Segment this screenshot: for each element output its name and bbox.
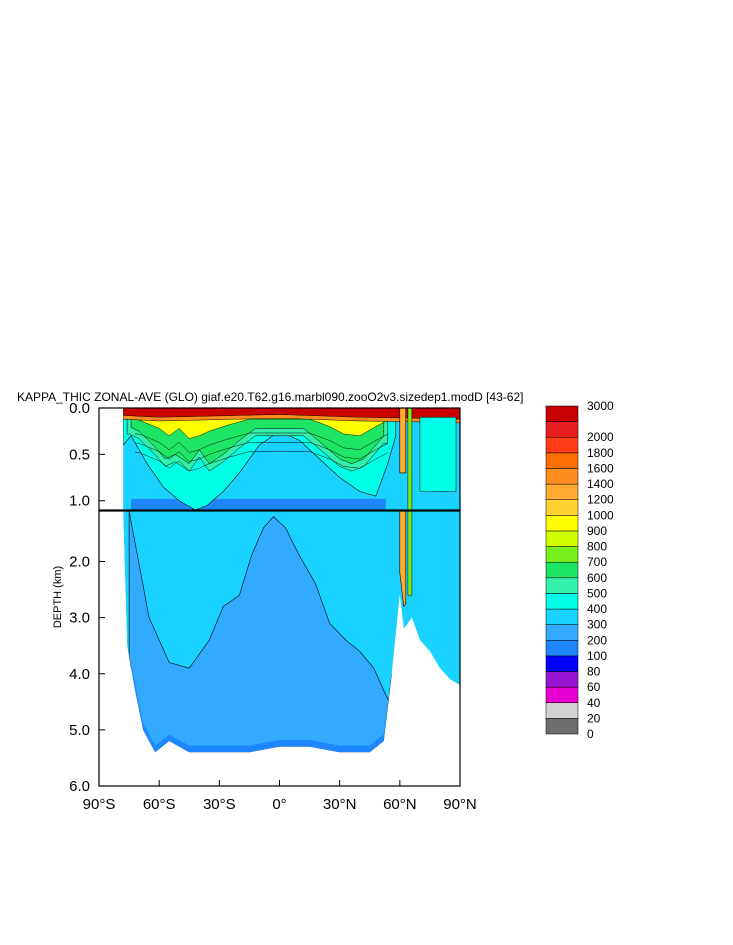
upper-depth-panel (99, 408, 460, 510)
colorbar-label: 700 (587, 555, 607, 569)
colorbar-swatch (545, 593, 579, 610)
colorbar-label: 60 (587, 680, 601, 694)
seafloor-mask (99, 511, 460, 786)
colorbar-swatch (545, 608, 579, 625)
field-arctic-400-500 (419, 417, 457, 492)
y-tick-label: 0.0 (69, 400, 90, 417)
colorbar-label: 900 (587, 524, 607, 538)
y-axis-label: DEPTH (km) (52, 566, 64, 628)
colorbar-label: 0 (587, 727, 594, 741)
colorbar-label: 500 (587, 586, 607, 600)
colorbar-label: 1800 (587, 446, 614, 460)
axes: 90°S 60°S 30°S 0° 30°N 60°N 90°N 0.0 0.5 1.0 2.0 3.… (69, 400, 477, 813)
field-plume-edge-green (407, 408, 413, 510)
colorbar-swatch (545, 515, 579, 532)
colorbar-swatch (545, 718, 579, 735)
field-north-atlantic-plume (399, 511, 407, 608)
x-tick-label: 30°N (323, 796, 357, 813)
chart-title: KAPPA_THIC ZONAL-AVE (GLO) giaf.e20.T62.… (17, 390, 523, 404)
colorbar-label: 1600 (587, 461, 614, 475)
colorbar-label: 3000 (587, 399, 614, 413)
colorbar-label: 80 (587, 665, 601, 679)
contour-line (135, 442, 388, 463)
x-tick-label: 90°N (443, 796, 477, 813)
colorbar-swatch (545, 405, 579, 422)
colorbar-label: 400 (587, 602, 607, 616)
colorbar-swatch (545, 421, 579, 438)
y-tick-label: 2.0 (69, 554, 90, 571)
colorbar-label: 600 (587, 571, 607, 585)
field-north-atlantic-plume (399, 408, 407, 474)
colorbar-swatch (545, 640, 579, 657)
contour-line (135, 432, 388, 453)
contour-line (135, 451, 388, 472)
x-tick-label: 60°N (383, 796, 417, 813)
x-tick-label: 0° (272, 796, 286, 813)
colorbar-swatch (545, 452, 579, 469)
colorbar-swatch (545, 546, 579, 563)
field-100-200 (131, 498, 386, 510)
colorbar-swatch (545, 655, 579, 672)
antarctica-mask (99, 511, 124, 786)
field-2000-3000 (122, 408, 460, 420)
antarctica-mask (99, 408, 124, 510)
colorbar-swatch (545, 671, 579, 688)
y-tick-label: 5.0 (69, 722, 90, 739)
colorbar-label: 200 (587, 633, 607, 647)
colorbar-label: 20 (587, 711, 601, 725)
colorbar-label: 1000 (587, 508, 614, 522)
colorbar-swatch (545, 436, 579, 454)
colorbar-swatch (545, 624, 579, 641)
colorbar-label: 300 (587, 618, 607, 632)
colorbar-swatch (545, 702, 579, 719)
colorbar-label: 100 (587, 649, 607, 663)
y-tick-label: 6.0 (69, 778, 90, 795)
lower-depth-panel (99, 511, 460, 786)
colorbar-label: 40 (587, 696, 601, 710)
field-plume-edge-green (407, 511, 413, 596)
colorbar-swatch (545, 561, 579, 579)
colorbar-label: 800 (587, 540, 607, 554)
upper-panel-frame (98, 407, 461, 511)
y-tick-label: 0.5 (69, 446, 90, 463)
y-tick-label: 3.0 (69, 610, 90, 627)
x-tick-label: 30°S (203, 796, 236, 813)
colorbar-swatch (545, 499, 579, 516)
colorbar-swatch (545, 483, 579, 500)
x-tick-label: 60°S (143, 796, 176, 813)
y-tick-label: 1.0 (69, 493, 90, 510)
colorbar-swatch (545, 530, 579, 547)
colorbar-label: 1400 (587, 477, 614, 491)
colorbar-label: 1200 (587, 493, 614, 507)
colorbar-swatch (545, 468, 579, 485)
colorbar-swatch (545, 577, 579, 594)
colorbar-label: 2000 (587, 430, 614, 444)
x-tick-label: 90°S (83, 796, 116, 813)
colorbar-swatch (545, 686, 579, 704)
y-tick-label: 4.0 (69, 666, 90, 683)
